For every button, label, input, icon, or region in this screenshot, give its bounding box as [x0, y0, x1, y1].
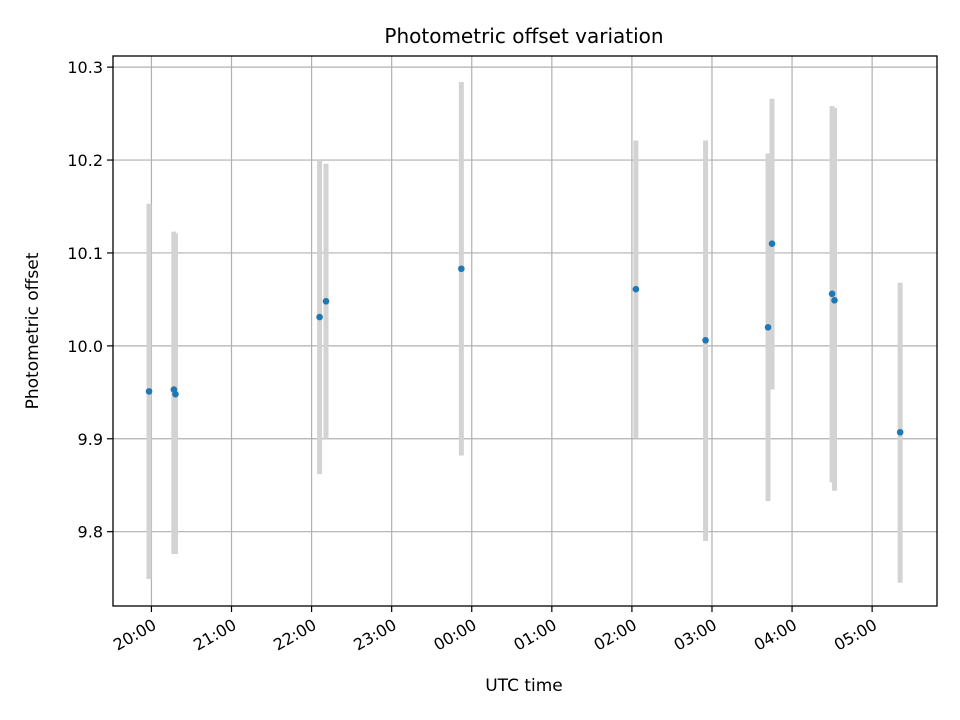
grid	[113, 56, 937, 606]
y-tick-label: 10.2	[67, 151, 103, 170]
x-tick-label: 05:00	[831, 615, 880, 655]
data-points	[145, 240, 904, 436]
x-axis-ticks: 20:00 21:00 22:00 23:00 00:00 01:00 02:00 03:00…	[110, 606, 880, 655]
y-axis-label: Photometric offset	[23, 252, 43, 409]
data-point	[828, 290, 836, 298]
x-tick-label: 01:00	[510, 615, 559, 655]
data-point	[702, 336, 709, 344]
x-tick-label: 00:00	[430, 615, 479, 655]
y-tick-label: 9.8	[78, 523, 103, 542]
data-point	[145, 388, 153, 395]
y-tick-label: 10.0	[67, 337, 103, 356]
x-tick-label: 20:00	[110, 615, 159, 655]
data-point	[896, 428, 904, 436]
data-point	[831, 297, 838, 304]
y-tick-label: 9.9	[78, 430, 103, 449]
x-axis-label: UTC time	[485, 676, 563, 696]
x-tick-label: 22:00	[270, 615, 319, 655]
data-point	[768, 240, 776, 247]
error-bars	[146, 82, 903, 583]
x-tick-label: 21:00	[190, 615, 239, 655]
y-tick-label: 10.3	[67, 58, 103, 77]
data-point	[764, 323, 772, 331]
plot-frame	[112, 55, 938, 607]
chart-title: Photometric offset variation	[384, 24, 663, 48]
y-tick-label: 10.1	[67, 244, 103, 263]
data-point	[172, 390, 179, 398]
data-point	[458, 265, 465, 273]
x-tick-label: 02:00	[590, 615, 639, 655]
x-tick-label: 03:00	[671, 615, 720, 655]
data-point	[322, 297, 330, 305]
x-tick-label: 04:00	[751, 615, 800, 655]
y-axis-ticks: 9.8 9.9 10.0 10.1 10.2 10.3	[67, 58, 113, 542]
data-point	[632, 285, 640, 293]
data-point	[316, 313, 323, 321]
x-tick-label: 23:00	[350, 615, 399, 655]
